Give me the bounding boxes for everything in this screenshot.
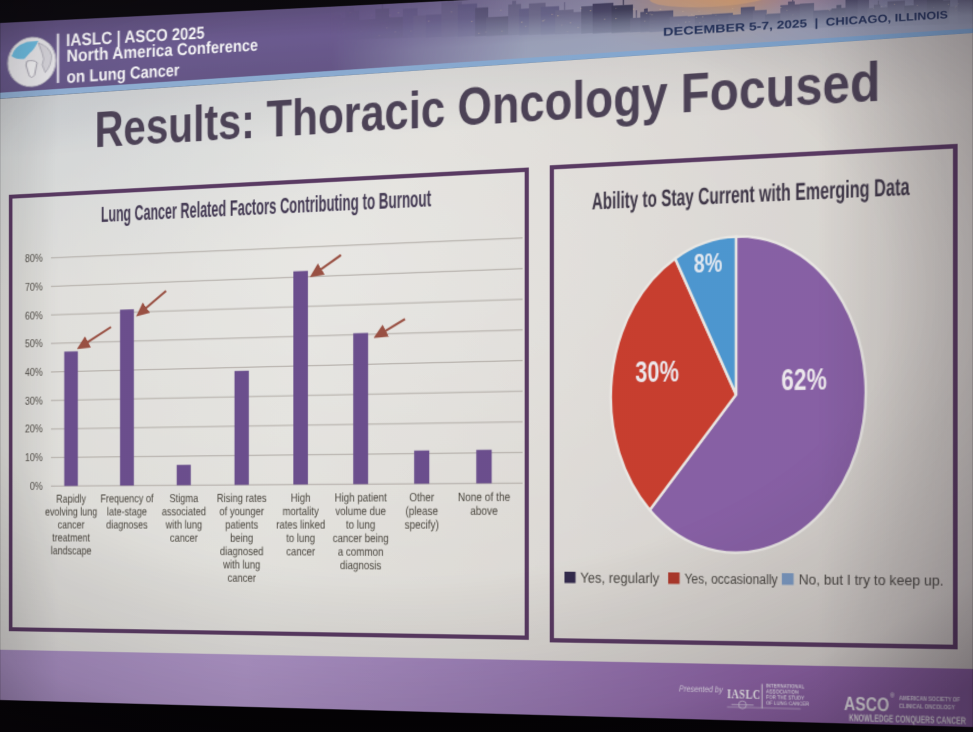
svg-text:evolving lung: evolving lung [45,506,97,519]
svg-text:IASLC: IASLC [727,687,761,702]
svg-text:AMERICAN SOCIETY OF: AMERICAN SOCIETY OF [899,694,960,703]
svg-text:10%: 10% [25,452,43,464]
svg-text:to lung: to lung [346,519,376,532]
svg-text:Yes, occasionally: Yes, occasionally [685,571,778,588]
svg-text:patients: patients [225,519,258,532]
svg-text:8%: 8% [694,249,723,279]
svg-text:volume due: volume due [335,506,386,519]
svg-text:rates linked: rates linked [276,519,325,532]
svg-text:®: ® [890,692,895,701]
svg-text:OF LUNG CANCER: OF LUNG CANCER [766,700,810,707]
svg-text:ASSOCIATION: ASSOCIATION [766,688,799,695]
svg-text:with lung: with lung [222,559,260,572]
svg-text:being: being [230,533,253,546]
svg-text:cancer: cancer [286,546,315,559]
svg-text:cancer being: cancer being [333,533,389,546]
svg-text:diagnosed: diagnosed [220,546,264,559]
svg-text:No, but I try to keep up.: No, but I try to keep up. [799,571,944,590]
svg-text:Lung Cancer Related Factors Co: Lung Cancer Related Factors Contributing… [101,185,432,227]
svg-text:cancer: cancer [170,533,198,546]
svg-text:Stigma: Stigma [169,493,198,506]
svg-text:KNOWLEDGE CONQUERS CANCER: KNOWLEDGE CONQUERS CANCER [849,711,967,727]
svg-text:of younger: of younger [219,506,264,519]
svg-text:diagnoses: diagnoses [106,519,147,532]
svg-text:70%: 70% [25,281,43,293]
svg-text:with lung: with lung [165,519,203,532]
svg-text:specify): specify) [405,519,439,532]
svg-text:Ability to Stay Current with E: Ability to Stay Current with Emerging Da… [592,172,910,214]
svg-text:Frequency of: Frequency of [100,493,153,506]
svg-text:20%: 20% [25,423,43,435]
svg-text:Rising rates: Rising rates [217,493,267,506]
svg-text:30%: 30% [635,354,679,389]
svg-text:0%: 0% [30,480,43,492]
svg-text:cancer: cancer [58,519,85,532]
svg-text:FOR THE STUDY: FOR THE STUDY [766,694,804,701]
svg-text:62%: 62% [781,361,827,397]
svg-text:cancer: cancer [228,572,257,585]
svg-text:mortality: mortality [283,506,320,519]
svg-text:High patient: High patient [335,492,387,505]
svg-text:Rapidly: Rapidly [56,493,87,506]
svg-text:None of the: None of the [458,491,511,505]
svg-text:30%: 30% [25,395,43,407]
svg-text:60%: 60% [25,309,43,321]
svg-text:a common: a common [338,546,384,559]
svg-text:late-stage: late-stage [107,506,147,519]
svg-text:landscape: landscape [51,545,92,558]
svg-text:High: High [291,492,311,505]
svg-text:to lung: to lung [286,533,315,546]
svg-text:diagnosis: diagnosis [340,560,381,573]
svg-text:40%: 40% [25,366,43,378]
svg-text:INTERNATIONAL: INTERNATIONAL [766,682,805,689]
svg-text:associated: associated [162,506,207,519]
svg-text:Yes, regularly: Yes, regularly [580,569,660,586]
svg-text:80%: 80% [25,252,43,264]
svg-text:treatment: treatment [52,532,90,545]
svg-text:50%: 50% [25,338,43,350]
svg-text:Other: Other [409,492,434,505]
svg-text:(please: (please [405,505,438,518]
svg-text:above: above [470,505,498,518]
svg-text:ASCO: ASCO [844,694,889,716]
svg-text:CLINICAL ONCOLOGY: CLINICAL ONCOLOGY [899,702,956,711]
svg-text:Presented by: Presented by [679,685,723,695]
